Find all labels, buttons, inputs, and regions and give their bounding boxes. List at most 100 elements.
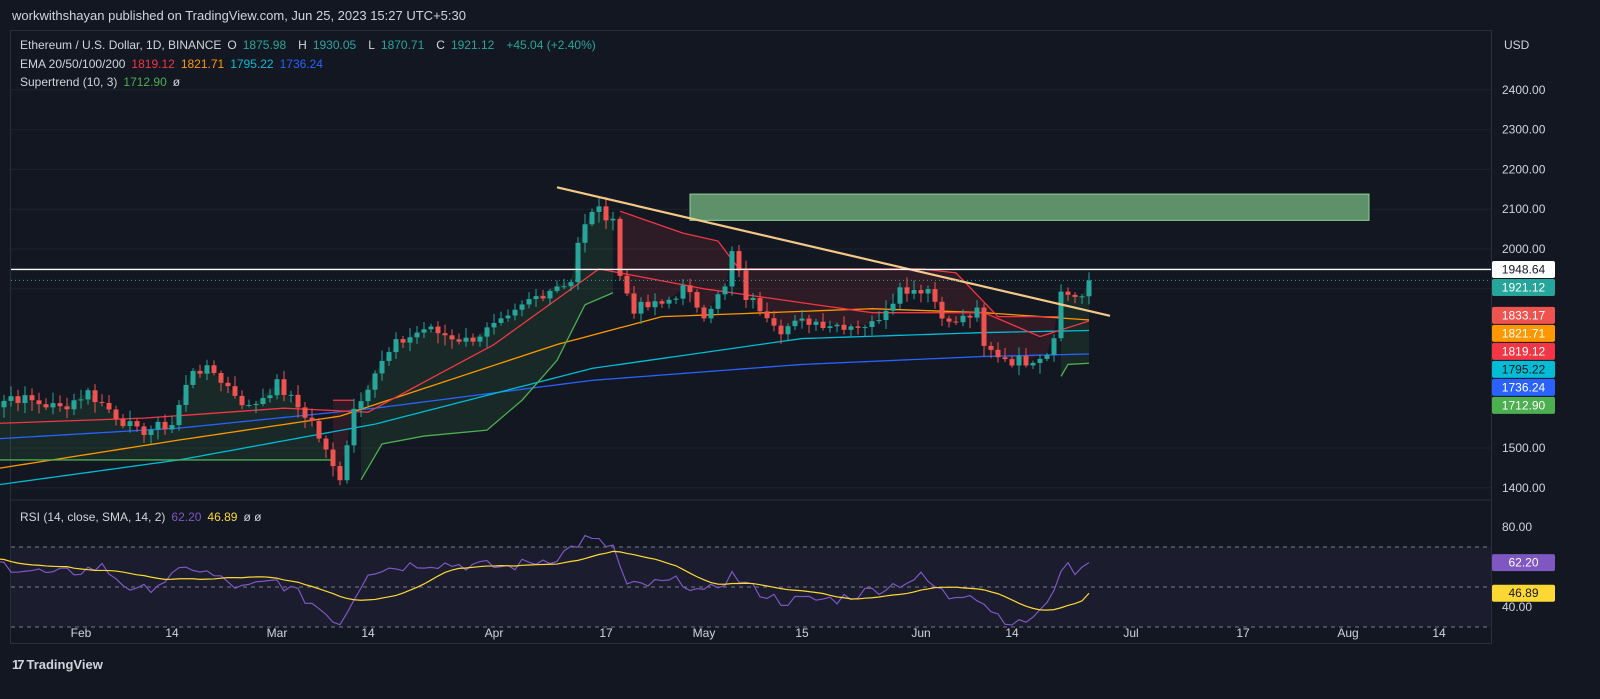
- candle-body: [358, 401, 364, 409]
- x-tick-label: Apr: [485, 626, 504, 640]
- legend-rsi-row: RSI (14, close, SMA, 14, 2) 62.20 46.89 ø ø: [20, 510, 267, 524]
- candle-body: [736, 251, 742, 271]
- descending-trendline: [556, 186, 1111, 317]
- candle-body: [1079, 296, 1085, 298]
- supertrend-fill-0: [0, 368, 333, 468]
- x-tick-label: Feb: [71, 626, 92, 640]
- resistance-zone: [689, 193, 1370, 221]
- candle-body: [309, 417, 315, 421]
- candle-body: [498, 318, 504, 323]
- axes-layer: 2400.002300.002200.002100.002000.001900.…: [71, 83, 1555, 640]
- candle-body: [995, 349, 1001, 358]
- rsi-sma-line: [0, 550, 1090, 611]
- tradingview-logo[interactable]: 17 TradingView: [12, 657, 103, 672]
- candle-body: [85, 390, 91, 400]
- candle-body: [8, 396, 14, 401]
- ema50-line: [0, 308, 1090, 469]
- supertrend-fill-1: [333, 400, 354, 476]
- candle-body: [617, 218, 623, 276]
- price-tag-label: 1833.17: [1502, 308, 1546, 322]
- candle-body: [281, 379, 287, 396]
- candle-body: [841, 324, 847, 330]
- candle-body: [113, 409, 119, 419]
- candle-body: [589, 211, 595, 225]
- candle-body: [239, 395, 245, 406]
- candle-body: [197, 371, 203, 374]
- rsi-label: RSI (14, close, SMA, 14, 2): [20, 510, 166, 524]
- rsi-tag: [1492, 584, 1555, 602]
- tradingview-logo-icon: 17: [12, 657, 25, 672]
- candle-body: [869, 321, 875, 328]
- candle-body: [148, 429, 154, 436]
- candle-body: [57, 403, 63, 407]
- y-tick-label: 1400.00: [1502, 481, 1546, 495]
- candle-body: [918, 289, 924, 294]
- candle-body: [1044, 354, 1050, 359]
- x-tick-label: Aug: [1337, 626, 1358, 640]
- candle-body: [974, 307, 980, 318]
- candle-body: [393, 339, 399, 353]
- y-tick-label: 2200.00: [1502, 162, 1546, 176]
- candle-body: [547, 290, 553, 299]
- candle-body: [771, 318, 777, 326]
- ema100-line: [0, 329, 1090, 486]
- x-tick-label: 17: [1236, 626, 1250, 640]
- price-tag: [1492, 324, 1555, 342]
- legend-supertrend-row: Supertrend (10, 3) 1712.90 ø: [20, 75, 186, 89]
- x-tick-label: 14: [165, 626, 179, 640]
- candle-body: [582, 224, 588, 243]
- candle-body: [638, 301, 644, 314]
- candle-body: [988, 345, 994, 350]
- ema20-value: 1819.12: [131, 57, 175, 71]
- candle-body: [295, 394, 301, 408]
- fills-layer: [0, 209, 1089, 480]
- price-tag: [1492, 260, 1555, 278]
- candle-body: [1051, 338, 1057, 355]
- candle-body: [890, 303, 896, 311]
- candle-body: [330, 449, 336, 467]
- y-tick-label: 2100.00: [1502, 202, 1546, 216]
- rsi-sma-value: 46.89: [207, 510, 238, 524]
- candle-body: [1058, 291, 1064, 339]
- candle-body: [288, 394, 294, 396]
- candle-body: [253, 404, 259, 406]
- candle-body: [435, 326, 441, 334]
- candle-body: [1065, 291, 1071, 295]
- x-tick-label: 14: [1005, 626, 1019, 640]
- ema50-value: 1821.71: [180, 57, 225, 71]
- candle-body: [1086, 280, 1092, 297]
- candle-body: [1016, 355, 1022, 366]
- y-tick-label: 2300.00: [1502, 123, 1546, 137]
- ohlc-high: H 1930.05: [298, 38, 357, 52]
- ema20-line: [0, 268, 1090, 424]
- candle-body: [862, 327, 868, 329]
- chart-frame[interactable]: [10, 30, 1492, 644]
- candle-body: [645, 301, 651, 308]
- x-tick-label: Jul: [1123, 626, 1138, 640]
- candle-body: [764, 311, 770, 319]
- candle-body: [694, 292, 700, 308]
- candle-body: [792, 320, 798, 327]
- candle-body: [190, 371, 196, 385]
- candle-body: [981, 307, 987, 346]
- candle-body: [78, 399, 84, 401]
- candle-body: [449, 335, 455, 340]
- candle-body: [848, 326, 854, 330]
- price-tag-label: 1948.64: [1502, 262, 1546, 276]
- candle-body: [134, 421, 140, 427]
- candle-body: [729, 251, 735, 287]
- candle-body: [561, 286, 567, 288]
- candle-body: [519, 304, 525, 310]
- candle-body: [169, 425, 175, 430]
- supertrend-fill-4: [1061, 280, 1089, 377]
- candle-body: [456, 339, 462, 342]
- candle-body: [120, 418, 126, 427]
- candle-body: [428, 326, 434, 330]
- candle-body: [554, 286, 560, 291]
- candle-body: [876, 320, 882, 322]
- resistance-zone-layer: [689, 193, 1370, 221]
- candle-body: [834, 324, 840, 327]
- price-change: +45.04 (+2.40%): [506, 38, 596, 52]
- candle-body: [785, 326, 791, 335]
